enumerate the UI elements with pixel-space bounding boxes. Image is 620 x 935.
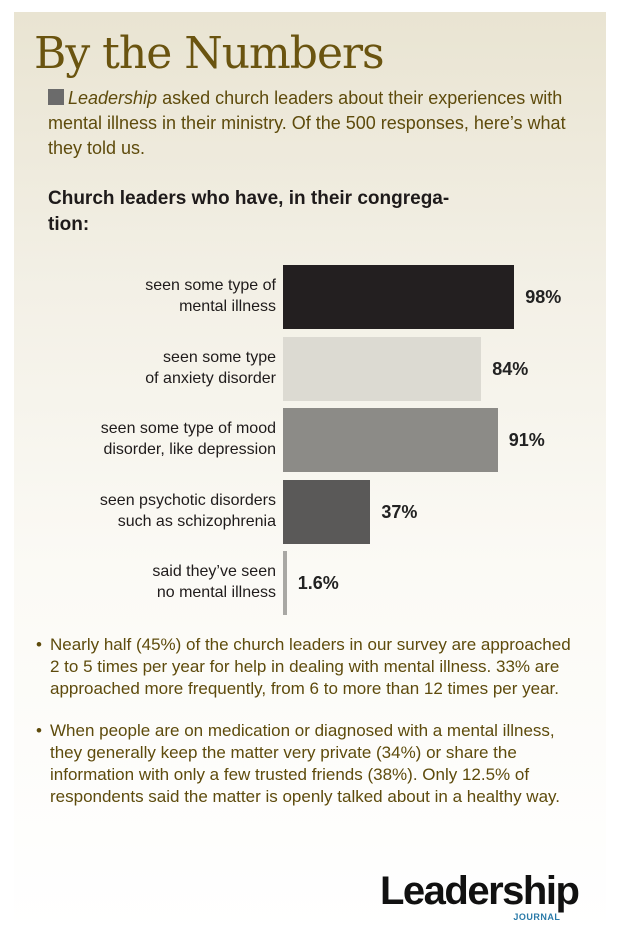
intro-italic: Leadership: [68, 88, 158, 108]
bar-value-label: 91%: [508, 430, 545, 450]
bar-value-label: 37%: [381, 502, 418, 522]
bar-label: seen psychotic disorders such as schizoph…: [30, 490, 276, 532]
bar-label-line: said they’ve seen: [152, 563, 276, 580]
journal-logo-sub: JOURNAL: [513, 912, 561, 922]
infographic-panel: [14, 12, 606, 935]
bullet-dot-icon: •: [36, 635, 42, 654]
bar-label-line: seen some type of: [145, 277, 276, 294]
bar: [283, 480, 371, 544]
bullet-list: • Nearly half (45%) of the church leaders…: [34, 634, 574, 828]
bar-label-line: of anxiety disorder: [145, 370, 276, 387]
bar: [283, 408, 498, 472]
leadership-journal-logo: Leadership JOURNAL: [380, 869, 580, 923]
bar-label-line: disorder, like depression: [103, 441, 276, 458]
bar-label-line: no mental illness: [156, 584, 276, 601]
bar-label: seen some type of mood disorder, like dep…: [30, 418, 276, 460]
bar-label-line: seen some type: [163, 349, 276, 366]
bullet-dot-icon: •: [36, 721, 42, 740]
bar-label-line: seen psychotic disorders: [99, 492, 276, 509]
bar-value-label: 98%: [525, 287, 562, 307]
bullet-text: When people are on medication or diagnos…: [50, 721, 560, 806]
square-bullet-icon: [48, 89, 64, 105]
bullet-text: Nearly half (45%) of the church leaders …: [50, 635, 571, 698]
page-title: By the Numbers: [34, 28, 385, 79]
chart-title: Church leaders who have, in their congre…: [48, 186, 568, 238]
intro-body: asked church leaders about their experie…: [48, 88, 566, 158]
bar: [283, 551, 287, 615]
bar-label: seen some type of anxiety disorder: [30, 347, 276, 389]
intro-text: Leadership asked church leaders about th…: [48, 86, 568, 161]
bar-label: said they’ve seen no mental illness: [30, 561, 276, 603]
bullet-item: • When people are on medication or diagno…: [34, 720, 574, 808]
bar-value-label: 84%: [492, 359, 529, 379]
chart-title-line: Church leaders who have, in their congre…: [48, 188, 450, 209]
chart-title-line: tion:: [48, 214, 90, 235]
bar-label-line: seen some type of mood: [100, 420, 276, 437]
bar-value-label: 1.6%: [297, 573, 339, 593]
bar: [283, 337, 482, 401]
bar-label-line: such as schizophrenia: [117, 513, 276, 530]
bar: [283, 265, 515, 329]
bar-label-line: mental illness: [179, 298, 276, 315]
bullet-item: • Nearly half (45%) of the church leaders…: [34, 634, 574, 700]
leadership-logo: Leadership: [380, 869, 580, 913]
bar-label: seen some type of mental illness: [30, 275, 276, 317]
